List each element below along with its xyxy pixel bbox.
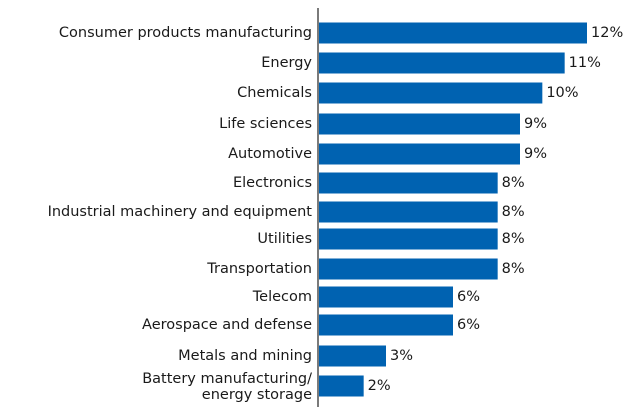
bar-0 [319,22,587,44]
category-label-6: Industrial machinery and equipment [48,204,313,220]
value-label-12: 2% [368,378,391,394]
category-label-line: energy storage [202,387,312,403]
value-label-3: 9% [524,116,547,132]
category-label-8: Transportation [206,261,312,277]
category-label-1: Energy [261,55,312,71]
value-label-6: 8% [502,204,525,220]
bar-7 [319,228,498,250]
category-label-12: Battery manufacturing/energy storage [142,371,312,403]
value-label-9: 6% [457,289,480,305]
category-labels-group: Consumer products manufacturing Energy Che… [48,25,313,403]
bar-1 [319,52,565,74]
value-label-2: 10% [546,85,578,101]
category-label-11: Metals and mining [178,348,312,364]
category-label-3: Life sciences [219,116,312,132]
value-label-11: 3% [390,348,413,364]
category-label-10: Aerospace and defense [142,317,312,333]
bar-3 [319,113,520,135]
value-label-7: 8% [502,231,525,247]
bar-6 [319,201,498,223]
bar-12 [319,375,364,397]
value-label-1: 11% [569,55,601,71]
category-label-5: Electronics [233,175,312,191]
value-label-5: 8% [502,175,525,191]
category-label-0: Consumer products manufacturing [59,25,312,41]
value-label-10: 6% [457,317,480,333]
category-label-line: Battery manufacturing/ [142,371,312,387]
category-label-7: Utilities [257,231,312,247]
bar-8 [319,258,498,280]
bar-11 [319,345,386,367]
category-label-4: Automotive [228,146,312,162]
value-label-8: 8% [502,261,525,277]
bar-2 [319,82,543,104]
category-label-2: Chemicals [237,85,312,101]
value-labels-group: 12% 11% 10% 9% 9% 8% 8% 8% 8% 6% 6% 3% 2% [368,25,624,394]
bar-5 [319,172,498,194]
bar-4 [319,143,520,165]
bar-9 [319,286,453,308]
bars-group [319,22,587,397]
bar-10 [319,314,453,336]
category-label-9: Telecom [252,289,312,305]
value-label-0: 12% [591,25,623,41]
value-label-4: 9% [524,146,547,162]
